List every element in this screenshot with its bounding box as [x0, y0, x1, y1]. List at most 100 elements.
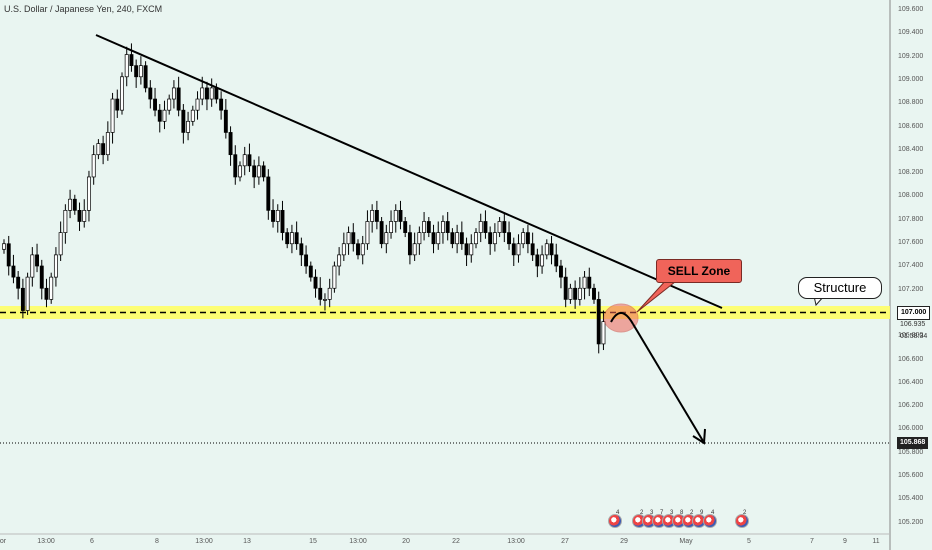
- candle-body[interactable]: [422, 221, 427, 233]
- candle-body[interactable]: [120, 76, 124, 111]
- candle-body[interactable]: [403, 221, 408, 233]
- candle-body[interactable]: [351, 232, 356, 245]
- candle-body[interactable]: [181, 109, 186, 133]
- event-flag-icon[interactable]: [703, 514, 717, 528]
- candle-body[interactable]: [577, 287, 582, 300]
- sell-zone-label[interactable]: SELL Zone: [656, 259, 742, 283]
- candle-body[interactable]: [356, 243, 360, 256]
- candle-body[interactable]: [374, 209, 379, 222]
- candle-body[interactable]: [77, 209, 82, 222]
- candle-body[interactable]: [129, 54, 134, 67]
- candle-body[interactable]: [587, 276, 592, 289]
- candle-body[interactable]: [285, 232, 290, 245]
- candle-body[interactable]: [337, 254, 342, 267]
- trendline[interactable]: [95, 34, 723, 309]
- candle-body[interactable]: [559, 265, 563, 278]
- structure-label[interactable]: Structure: [798, 277, 882, 299]
- candle-body[interactable]: [294, 232, 299, 245]
- candle-body[interactable]: [530, 243, 535, 256]
- candle-body[interactable]: [379, 221, 384, 245]
- candle-body[interactable]: [200, 87, 205, 100]
- candle-body[interactable]: [205, 87, 209, 100]
- candle-body[interactable]: [540, 254, 545, 267]
- candle-body[interactable]: [242, 154, 247, 167]
- candle-body[interactable]: [360, 243, 365, 256]
- candle-body[interactable]: [153, 98, 157, 111]
- candle-body[interactable]: [332, 265, 337, 289]
- candle-body[interactable]: [91, 154, 96, 178]
- sell-zone-ellipse[interactable]: [603, 303, 639, 333]
- candle-body[interactable]: [11, 265, 16, 278]
- candle-body[interactable]: [346, 232, 351, 245]
- candle-body[interactable]: [441, 221, 445, 233]
- candle-body[interactable]: [549, 243, 554, 256]
- candle-body[interactable]: [238, 165, 242, 178]
- candle-body[interactable]: [247, 154, 252, 167]
- candle-body[interactable]: [186, 120, 191, 133]
- candle-body[interactable]: [393, 209, 398, 222]
- candle-body[interactable]: [398, 209, 403, 222]
- candle-body[interactable]: [6, 243, 11, 267]
- candle-body[interactable]: [469, 243, 474, 256]
- candle-body[interactable]: [299, 243, 304, 256]
- candle-body[interactable]: [304, 254, 309, 267]
- candle-body[interactable]: [573, 287, 578, 300]
- candle-body[interactable]: [87, 176, 91, 211]
- candle-body[interactable]: [516, 243, 521, 256]
- candle-body[interactable]: [252, 165, 257, 178]
- candle-body[interactable]: [20, 287, 25, 311]
- candle-body[interactable]: [563, 276, 568, 300]
- candle-body[interactable]: [105, 132, 110, 156]
- candle-body[interactable]: [115, 98, 120, 111]
- candle-body[interactable]: [478, 221, 483, 233]
- candle-body[interactable]: [436, 232, 441, 245]
- candle-body[interactable]: [464, 243, 469, 256]
- candle-body[interactable]: [223, 109, 228, 133]
- candle-body[interactable]: [214, 87, 219, 100]
- candle-body[interactable]: [167, 98, 172, 111]
- candle-body[interactable]: [492, 232, 497, 245]
- candle-body[interactable]: [261, 165, 266, 178]
- candle-body[interactable]: [256, 165, 261, 178]
- candle-body[interactable]: [459, 232, 464, 245]
- candle-body[interactable]: [308, 265, 313, 278]
- candle-body[interactable]: [49, 276, 54, 300]
- candle-body[interactable]: [162, 109, 167, 122]
- candle-body[interactable]: [426, 221, 431, 233]
- candle-body[interactable]: [450, 232, 455, 245]
- candle-body[interactable]: [53, 254, 58, 278]
- candle-body[interactable]: [39, 265, 44, 289]
- candle-body[interactable]: [233, 154, 238, 178]
- candle-body[interactable]: [502, 221, 507, 233]
- candle-body[interactable]: [521, 232, 526, 245]
- candle-body[interactable]: [275, 209, 280, 222]
- candle-body[interactable]: [16, 276, 21, 289]
- candle-body[interactable]: [483, 221, 488, 233]
- candle-body[interactable]: [209, 87, 214, 100]
- candle-body[interactable]: [228, 132, 233, 156]
- candle-body[interactable]: [313, 276, 318, 289]
- candle-body[interactable]: [407, 232, 412, 256]
- candle-body[interactable]: [535, 254, 540, 267]
- candle-body[interactable]: [2, 243, 6, 250]
- candle-body[interactable]: [157, 109, 162, 122]
- candle-body[interactable]: [195, 98, 200, 111]
- event-flag-icon[interactable]: [608, 514, 622, 528]
- candle-body[interactable]: [365, 221, 370, 245]
- candle-body[interactable]: [525, 232, 530, 245]
- candle-body[interactable]: [497, 221, 502, 233]
- candle-body[interactable]: [35, 254, 39, 267]
- candle-body[interactable]: [370, 209, 375, 222]
- candle-body[interactable]: [176, 87, 181, 111]
- candle-body[interactable]: [190, 109, 195, 122]
- candle-body[interactable]: [596, 299, 601, 345]
- candle-body[interactable]: [134, 65, 139, 78]
- candle-body[interactable]: [63, 209, 68, 233]
- candle-body[interactable]: [412, 243, 417, 256]
- candle-body[interactable]: [101, 143, 106, 156]
- candle-body[interactable]: [171, 87, 176, 100]
- candle-body[interactable]: [143, 65, 148, 89]
- candle-body[interactable]: [280, 209, 285, 233]
